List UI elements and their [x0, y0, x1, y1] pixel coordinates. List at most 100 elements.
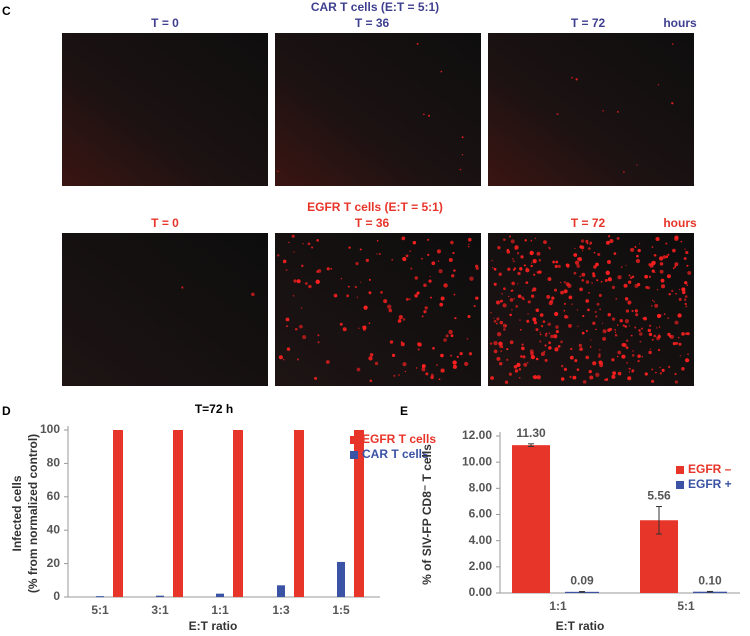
cell-dot	[684, 281, 688, 285]
cell-dot	[560, 340, 563, 344]
cell-dot	[651, 246, 654, 249]
bar	[294, 430, 304, 597]
cell-dot	[401, 236, 406, 241]
cell-dot	[656, 327, 658, 329]
cell-dot	[683, 257, 687, 260]
data-label: 11.30	[516, 426, 546, 440]
cell-dot	[429, 296, 432, 299]
cell-dot	[674, 372, 677, 376]
x-axis-label: E:T ratio	[556, 619, 605, 633]
cell-dot	[533, 273, 536, 276]
cell-dot	[450, 354, 453, 357]
y-tick-label: 40	[47, 522, 61, 536]
cell-dot	[505, 324, 508, 327]
cell-dot	[493, 282, 497, 286]
cell-dot	[585, 355, 590, 360]
cell-dot	[548, 341, 552, 345]
cell-dot	[560, 377, 565, 381]
cell-dot	[660, 284, 666, 289]
micrograph	[62, 33, 268, 186]
cell-dot	[581, 272, 586, 277]
cell-dot	[292, 294, 295, 297]
cell-dot	[663, 313, 666, 315]
y-tick-label: 4.00	[469, 533, 493, 547]
cell-dot	[573, 271, 577, 275]
cell-dot	[532, 317, 537, 322]
cell-dot	[346, 294, 350, 298]
cell-dot	[660, 314, 663, 316]
cell-dot	[681, 290, 686, 295]
cell-dot	[496, 317, 500, 321]
cell-dot	[362, 325, 367, 330]
cell-dot	[493, 267, 497, 271]
cell-dot	[624, 325, 627, 328]
cell-dot	[655, 236, 660, 242]
cell-dot	[295, 327, 298, 331]
cell-dot	[296, 358, 299, 361]
cell-dot	[282, 259, 287, 264]
cell-dot	[509, 235, 512, 238]
cell-dot	[653, 334, 657, 338]
cell-dot	[607, 313, 611, 317]
cell-dot	[301, 264, 304, 268]
cell-dot	[624, 319, 630, 324]
cell-dot	[547, 276, 552, 281]
cell-dot	[659, 269, 664, 274]
cell-dot	[649, 348, 652, 350]
cell-dot	[625, 309, 630, 313]
legend-label: EGFR –	[688, 462, 732, 476]
cell-dot	[473, 305, 476, 308]
y-tick-label: 20	[47, 556, 61, 570]
cell-dot	[291, 234, 295, 238]
cell-dot	[534, 237, 537, 240]
cell-dot	[299, 324, 303, 329]
cell-dot	[592, 272, 595, 275]
cell-dot	[520, 255, 524, 259]
legend-swatch	[350, 451, 358, 459]
cell-dot	[495, 322, 498, 325]
cell-dot	[601, 322, 604, 324]
cell-dot	[530, 264, 533, 268]
cell-dot	[535, 357, 539, 361]
unit-label: hours	[663, 16, 697, 30]
cell-dot	[554, 264, 558, 269]
cell-dot	[517, 283, 519, 285]
unit-label: hours	[663, 216, 697, 230]
y-tick-label: 100	[40, 422, 60, 436]
cell-dot	[614, 331, 617, 334]
cell-dot	[565, 263, 570, 267]
cell-dot	[548, 346, 552, 350]
cell-dot	[589, 243, 591, 245]
cell-dot	[369, 379, 373, 383]
cell-dot	[539, 313, 544, 317]
cell-dot	[602, 109, 604, 112]
cell-dot	[545, 332, 548, 335]
row-title: EGFR T cells (E:T = 5:1)	[307, 200, 443, 214]
cell-dot	[516, 251, 520, 255]
x-axis-label: E:T ratio	[189, 619, 238, 633]
cell-dot	[378, 253, 381, 255]
cell-dot	[428, 279, 432, 283]
cell-dot	[658, 333, 660, 335]
cell-dot	[513, 297, 515, 300]
cell-dot	[687, 353, 689, 355]
cell-dot	[674, 236, 679, 242]
cell-dot	[576, 368, 580, 372]
cell-dot	[521, 346, 525, 351]
cell-dot	[508, 372, 512, 376]
cell-dot	[577, 325, 579, 327]
cell-dot	[317, 334, 320, 337]
cell-dot	[667, 253, 670, 256]
cell-dot	[678, 288, 681, 291]
cell-dot	[580, 239, 585, 243]
cell-dot	[296, 279, 301, 284]
cell-dot	[489, 342, 493, 345]
cell-dot	[678, 342, 682, 346]
cell-dot	[416, 342, 421, 346]
cell-dot	[656, 313, 662, 319]
cell-dot	[530, 354, 535, 360]
cell-dot	[555, 325, 559, 329]
cell-dot	[636, 254, 639, 258]
cell-dot	[648, 275, 652, 278]
cell-dot	[668, 365, 671, 369]
